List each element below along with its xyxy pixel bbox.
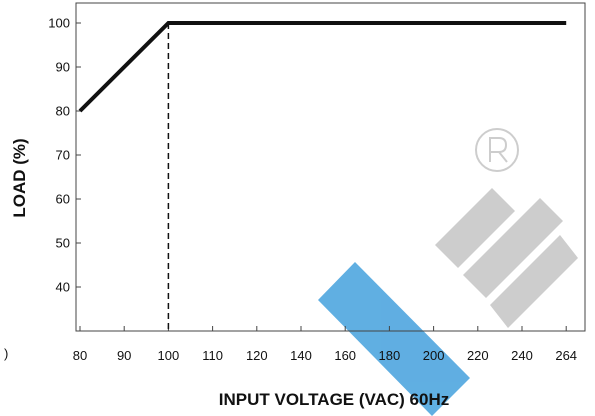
series-line-0 [78, 21, 567, 113]
series-layer [78, 21, 567, 113]
x-tick-label: 200 [423, 348, 445, 363]
plot-frame [75, 2, 586, 332]
watermark-gray-stripe-2 [463, 198, 563, 298]
x-tick-label: 220 [467, 348, 489, 363]
watermark-blue-stripe [318, 262, 470, 416]
x-tick-label: 120 [246, 348, 268, 363]
x-axis-ticks: 80 90 100 110 120 140 160 180 200 220 240 264 [73, 326, 577, 363]
x-tick-label: 180 [379, 348, 401, 363]
y-tick-label: 50 [56, 236, 70, 251]
x-tick-label: 160 [334, 348, 356, 363]
x-tick-label: 100 [158, 348, 180, 363]
x-tick-label: 240 [511, 348, 533, 363]
watermark [318, 128, 578, 416]
registered-mark-icon [475, 128, 519, 172]
y-tick-label: 90 [56, 60, 70, 75]
watermark-gray-stripe-1 [435, 188, 515, 268]
x-tick-label: 140 [290, 348, 312, 363]
y-tick-label: 60 [56, 192, 70, 207]
x-tick-label: 80 [73, 348, 87, 363]
y-tick-label: 100 [48, 16, 70, 31]
y-tick-label: 80 [56, 104, 70, 119]
x-tick-label: 264 [555, 348, 577, 363]
watermark-gray-stripe-3 [490, 235, 578, 328]
x-axis-title: INPUT VOLTAGE (VAC) 60Hz [219, 390, 449, 409]
stray-paren-text: ) [4, 346, 8, 361]
y-axis-ticks: 40 50 60 70 80 90 100 [48, 16, 81, 295]
y-tick-label: 40 [56, 280, 70, 295]
y-axis-title: LOAD (%) [10, 138, 29, 217]
x-tick-label: 90 [117, 348, 131, 363]
x-tick-label: 110 [202, 348, 223, 363]
y-tick-label: 70 [56, 148, 70, 163]
